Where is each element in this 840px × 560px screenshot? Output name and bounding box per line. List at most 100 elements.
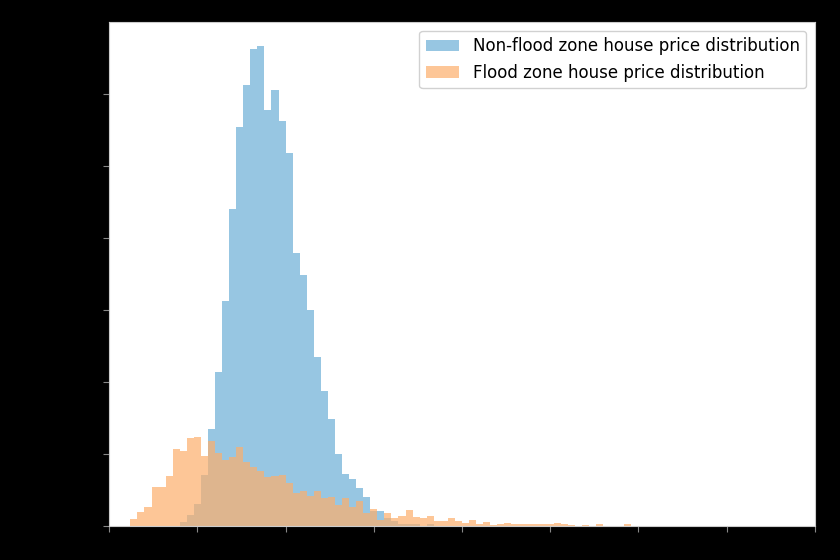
Bar (582, 525, 589, 526)
Bar (342, 474, 349, 526)
Bar (398, 524, 406, 526)
Bar (215, 453, 222, 526)
Bar (271, 476, 279, 526)
Bar (307, 496, 314, 526)
Bar (568, 525, 575, 526)
Bar (215, 372, 222, 526)
Bar (377, 520, 385, 526)
Bar (561, 524, 568, 526)
Bar (271, 90, 279, 526)
Bar (265, 110, 271, 526)
Bar (194, 504, 201, 526)
Bar (159, 488, 165, 526)
Bar (342, 498, 349, 526)
Bar (441, 521, 448, 526)
Bar (144, 507, 151, 526)
Bar (250, 49, 257, 526)
Bar (518, 524, 526, 526)
Bar (292, 253, 300, 526)
Bar (250, 467, 257, 526)
Bar (512, 524, 518, 526)
Bar (222, 460, 229, 526)
Bar (292, 493, 300, 526)
Bar (321, 391, 328, 526)
Bar (363, 497, 370, 526)
Bar (377, 511, 385, 526)
Bar (279, 475, 286, 526)
Bar (391, 521, 398, 526)
Bar (526, 524, 533, 526)
Bar (420, 518, 427, 526)
Bar (391, 518, 398, 526)
Bar (257, 471, 265, 526)
Bar (412, 524, 420, 526)
Bar (469, 520, 476, 526)
Bar (186, 438, 194, 526)
Bar (244, 85, 250, 526)
Bar (363, 514, 370, 526)
Bar (356, 501, 363, 526)
Bar (236, 127, 244, 526)
Bar (307, 310, 314, 526)
Bar (236, 447, 244, 526)
Bar (180, 451, 186, 526)
Bar (328, 419, 335, 526)
Legend: Non-flood zone house price distribution, Flood zone house price distribution: Non-flood zone house price distribution,… (419, 31, 806, 88)
Bar (328, 497, 335, 526)
Bar (462, 523, 469, 526)
Bar (138, 512, 144, 526)
Bar (244, 461, 250, 526)
Bar (265, 477, 271, 526)
Bar (300, 491, 307, 526)
Bar (314, 357, 321, 526)
Bar (201, 456, 208, 526)
Bar (483, 522, 491, 526)
Bar (208, 441, 215, 526)
Bar (208, 429, 215, 526)
Bar (222, 301, 229, 526)
Bar (476, 524, 483, 526)
Bar (335, 506, 342, 526)
Bar (186, 515, 194, 526)
Bar (370, 509, 377, 526)
Bar (455, 521, 462, 526)
Bar (539, 524, 547, 526)
Bar (596, 524, 603, 526)
Bar (151, 487, 159, 526)
Bar (491, 525, 497, 526)
Bar (624, 524, 632, 526)
Bar (427, 524, 433, 526)
Bar (130, 519, 138, 526)
Bar (385, 519, 391, 526)
Bar (398, 516, 406, 526)
Bar (370, 511, 377, 526)
Bar (335, 454, 342, 526)
Bar (554, 523, 561, 526)
Bar (300, 275, 307, 526)
Bar (173, 449, 180, 526)
Bar (385, 513, 391, 526)
Bar (349, 507, 356, 526)
Bar (533, 524, 539, 526)
Bar (229, 208, 236, 526)
Bar (504, 523, 512, 526)
Bar (286, 483, 292, 526)
Bar (165, 476, 173, 526)
Bar (349, 479, 356, 526)
Bar (286, 153, 292, 526)
Bar (448, 519, 455, 526)
Bar (547, 524, 554, 526)
Bar (433, 521, 441, 526)
Bar (180, 522, 186, 526)
Bar (257, 46, 265, 526)
Bar (497, 524, 504, 526)
Bar (406, 510, 412, 526)
Bar (321, 498, 328, 526)
Bar (406, 524, 412, 526)
Bar (279, 120, 286, 526)
Bar (201, 474, 208, 526)
Bar (229, 457, 236, 526)
Bar (314, 491, 321, 526)
Bar (194, 437, 201, 526)
Bar (427, 516, 433, 526)
